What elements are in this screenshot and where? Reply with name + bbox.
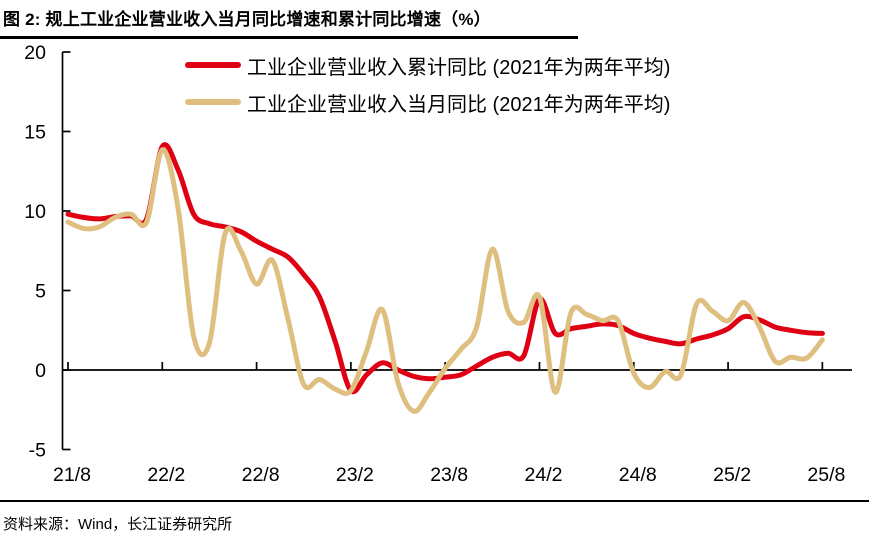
chart-legend: 工业企业营业收入累计同比 (2021年为两年平均) 工业企业营业收入当月同比 (… xyxy=(185,50,670,124)
x-axis-tick-label: 25/8 xyxy=(807,464,845,486)
y-axis-tick-label: 20 xyxy=(24,42,46,64)
y-axis-tick-label: 15 xyxy=(24,122,46,144)
monthly-line-swatch xyxy=(185,99,241,105)
x-axis-tick-label: 23/8 xyxy=(430,464,468,486)
legend-item-monthly: 工业企业营业收入当月同比 (2021年为两年平均) xyxy=(185,87,670,117)
cumulative-series-line xyxy=(65,142,825,395)
legend-label-monthly: 工业企业营业收入当月同比 (2021年为两年平均) xyxy=(247,93,671,116)
y-axis-tick-label: 0 xyxy=(35,360,46,382)
x-axis-tick-label: 22/8 xyxy=(242,464,280,486)
x-axis-tick-label: 25/2 xyxy=(713,464,751,486)
legend-item-cumulative: 工业企业营业收入累计同比 (2021年为两年平均) xyxy=(185,50,670,80)
x-axis-tick-label: 24/8 xyxy=(619,464,657,486)
x-axis-tick-label: 21/8 xyxy=(53,464,91,486)
figure-title-block: 图 2: 规上工业企业营业收入当月同比增速和累计同比增速（%） xyxy=(0,0,578,39)
legend-label-cumulative: 工业企业营业收入累计同比 (2021年为两年平均) xyxy=(247,56,671,79)
footer-divider xyxy=(0,500,869,502)
x-axis-tick-label: 24/2 xyxy=(525,464,563,486)
y-axis-tick-label: 10 xyxy=(24,201,46,223)
figure-title: 图 2: 规上工业企业营业收入当月同比增速和累计同比增速（%） xyxy=(3,10,491,29)
source-note: 资料来源：Wind，长江证券研究所 xyxy=(3,516,233,533)
cumulative-line-swatch xyxy=(185,62,241,68)
monthly-series-line xyxy=(65,147,825,414)
x-axis-tick-label: 23/2 xyxy=(336,464,374,486)
y-axis-tick-label: -5 xyxy=(29,440,46,462)
y-axis-tick-label: 5 xyxy=(35,281,46,303)
x-axis-tick-label: 22/2 xyxy=(147,464,185,486)
